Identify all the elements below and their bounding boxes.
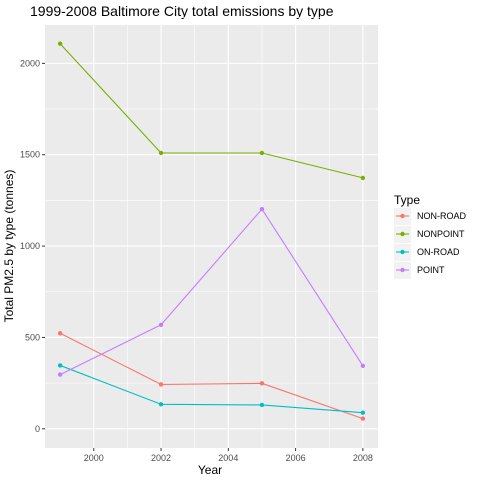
data-point-on-road [259, 402, 265, 408]
data-point-point [360, 363, 366, 368]
y-tick-label: 1000 [20, 241, 40, 251]
legend-label-non-road: NON-ROAD [417, 211, 466, 221]
legend: Type NON-ROAD NONPOINT ON-ROAD POINT [394, 193, 466, 279]
x-tick-label: 2000 [84, 453, 104, 463]
legend-point-nonpoint [400, 231, 405, 237]
grid-major [45, 25, 378, 448]
grid-minor [45, 17, 378, 448]
x-axis-label: Year [198, 463, 222, 477]
data-point-point [259, 206, 265, 212]
data-point-nonpoint [158, 150, 164, 156]
data-point-point [57, 372, 63, 377]
data-point-nonpoint [360, 175, 366, 181]
legend-label-nonpoint: NONPOINT [417, 229, 465, 239]
plot-area [45, 17, 378, 448]
y-tick-label: 2000 [20, 58, 40, 68]
data-point-on-road [360, 410, 366, 415]
series-line-non-road [59, 332, 364, 420]
series-line-point [59, 208, 364, 376]
data-point-non-road [57, 331, 63, 336]
y-axis-label: Total PM2.5 by type (tonnes) [2, 170, 16, 323]
plot-background [45, 25, 378, 448]
y-tick-label: 0 [35, 424, 40, 434]
legend-label-on-road: ON-ROAD [417, 247, 460, 257]
data-point-nonpoint [259, 150, 265, 156]
x-tick-label: 2002 [151, 453, 171, 463]
data-point-on-road [158, 402, 164, 407]
data-point-point [158, 322, 164, 327]
x-tick-label: 2008 [353, 453, 373, 463]
series-line-nonpoint [59, 43, 363, 179]
legend-point-point [400, 267, 405, 273]
data-point-nonpoint [57, 41, 63, 46]
data-point-non-road [158, 382, 164, 387]
data-point-non-road [259, 381, 265, 386]
legend-label-point: POINT [417, 265, 445, 275]
chart-title: 1999-2008 Baltimore City total emissions… [30, 3, 334, 19]
y-tick-label: 1500 [20, 150, 40, 160]
series-layer [57, 41, 366, 421]
x-tick-label: 2006 [286, 453, 306, 463]
data-point-non-road [360, 416, 366, 421]
series-line-on-road [59, 364, 363, 414]
y-tick-label: 500 [25, 332, 40, 342]
legend-point-on-road [400, 249, 405, 255]
legend-point-non-road [400, 213, 405, 219]
axes-layer: 2000 2002 2004 2006 2008 0 500 1000 1500 2000 [20, 58, 373, 463]
legend-title: Type [394, 193, 420, 207]
x-tick-label: 2004 [218, 453, 238, 463]
data-point-on-road [57, 363, 63, 368]
